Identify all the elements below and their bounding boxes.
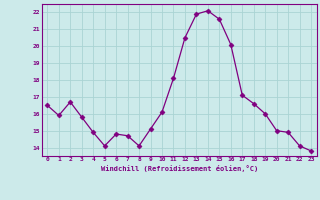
X-axis label: Windchill (Refroidissement éolien,°C): Windchill (Refroidissement éolien,°C) <box>100 165 258 172</box>
